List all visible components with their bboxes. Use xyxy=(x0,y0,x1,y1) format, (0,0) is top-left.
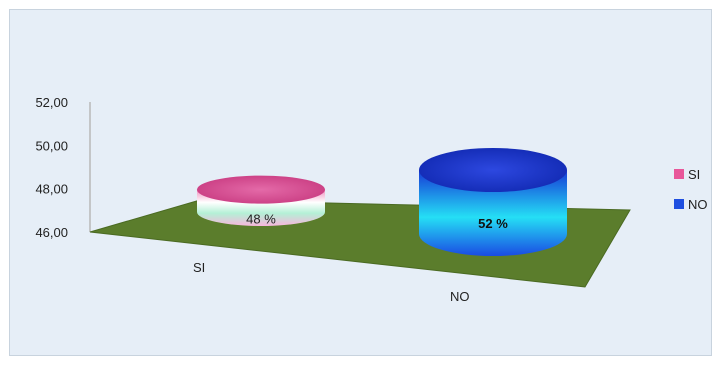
legend-swatch xyxy=(674,199,684,209)
x-category-label: SI xyxy=(193,260,205,275)
bar-si[interactable]: 48 % xyxy=(197,175,325,227)
chart-area: 46,00 48,00 50,00 52,00 48 % 52 % SI NO SI NO xyxy=(9,9,712,356)
legend-item-no: NO xyxy=(674,197,708,212)
data-label: 52 % xyxy=(478,216,508,231)
y-tick-label: 46,00 xyxy=(35,225,68,240)
legend-swatch xyxy=(674,169,684,179)
chart-svg: 46,00 48,00 50,00 52,00 48 % 52 % SI NO SI NO xyxy=(35,95,708,304)
data-label: 48 % xyxy=(246,212,276,227)
cylinder-top xyxy=(419,148,567,192)
cylinder-top xyxy=(197,175,325,204)
y-tick-label: 50,00 xyxy=(35,138,68,153)
legend-item-si: SI xyxy=(674,167,700,182)
legend-label: SI xyxy=(688,167,700,182)
y-tick-label: 48,00 xyxy=(35,182,68,197)
legend-label: NO xyxy=(688,197,708,212)
cylinder-body xyxy=(419,170,567,256)
y-tick-label: 52,00 xyxy=(35,95,68,110)
bar-no[interactable]: 52 % xyxy=(419,148,567,256)
x-category-label: NO xyxy=(450,289,470,304)
